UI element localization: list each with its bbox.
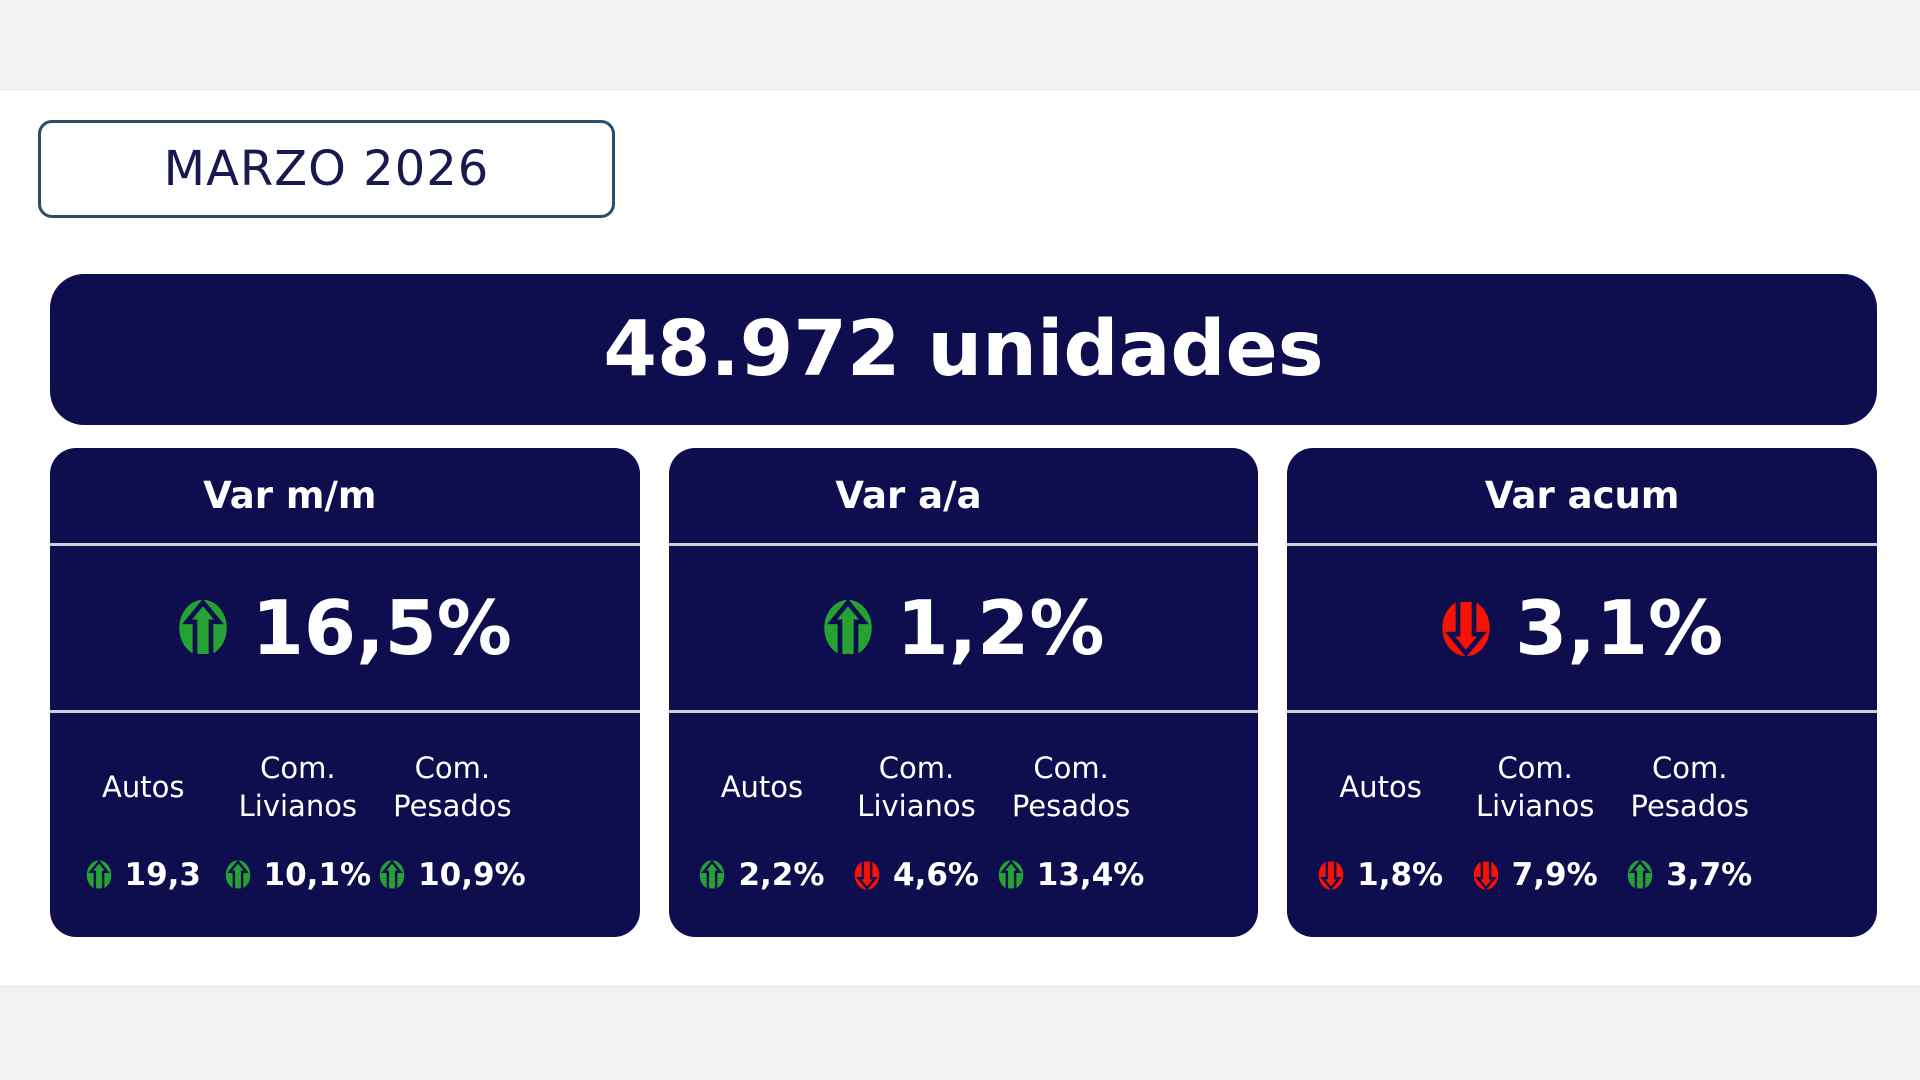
breakdown-label: Autos [720, 770, 804, 805]
card-breakdown: Autos 2,2% Com. Livianos 4,6% [669, 713, 1259, 937]
divider [50, 543, 640, 546]
arrow-up-circle-icon [823, 598, 873, 659]
breakdown-label: Com. Pesados [1011, 751, 1131, 823]
total-units-banner: 48.972 unidades [50, 274, 1877, 425]
breakdown-item-com-pesados: Com. Pesados 13,4% [994, 729, 1149, 937]
divider [668, 710, 1259, 713]
card-main-value-row: 1,2% [669, 546, 1259, 710]
breakdown-value: 4,6% [854, 857, 979, 893]
breakdown-value: 19,3 [86, 857, 201, 893]
breakdown-value: 3,7% [1627, 857, 1752, 893]
breakdown-label: Com. Livianos [238, 751, 358, 823]
card-breakdown: Autos 1,8% Com. Livianos 7,9% [1287, 713, 1877, 937]
breakdown-label: Autos [102, 770, 185, 805]
bottom-margin-strip [0, 986, 1920, 1080]
breakdown-item-com-livianos: Com. Livianos 4,6% [839, 729, 994, 937]
breakdown-value: 1,8% [1318, 857, 1443, 893]
breakdown-item-com-pesados: Com. Pesados 10,9% [375, 729, 530, 937]
breakdown-item-com-pesados: Com. Pesados 3,7% [1612, 729, 1767, 937]
main-value: 16,5% [251, 584, 512, 672]
breakdown-value: 2,2% [699, 857, 824, 893]
card-title: Var m/m [203, 474, 377, 517]
arrow-down-circle-icon [1473, 859, 1499, 891]
card-title: Var acum [1484, 474, 1680, 517]
breakdown-item-com-livianos: Com. Livianos 10,1% [221, 729, 376, 937]
breakdown-value: 10,9% [379, 857, 526, 893]
arrow-up-circle-icon [1627, 859, 1653, 891]
breakdown-item-com-livianos: Com. Livianos 7,9% [1458, 729, 1613, 937]
breakdown-item-autos: Autos 19,3 [66, 729, 221, 937]
card-var-aa: Var a/a 1,2% Autos 2,2% Com. Livia [668, 448, 1259, 937]
breakdown-label: Com. Livianos [1475, 751, 1595, 823]
divider [1287, 710, 1878, 713]
divider [1287, 543, 1878, 546]
arrow-up-circle-icon [379, 859, 405, 891]
breakdown-label: Com. Livianos [857, 751, 976, 823]
main-value: 3,1% [1515, 584, 1724, 672]
card-breakdown: Autos 19,3 Com. Livianos 10,1% [50, 713, 640, 937]
divider [50, 710, 640, 713]
card-title: Var a/a [835, 474, 982, 517]
breakdown-label: Autos [1339, 770, 1422, 805]
card-var-mm: Var m/m 16,5% Autos 19,3 Com. Livi [50, 448, 640, 937]
period-badge-label: MARZO 2026 [163, 141, 490, 197]
variation-cards-row: Var m/m 16,5% Autos 19,3 Com. Livi [50, 448, 1878, 937]
breakdown-label: Com. Pesados [1630, 751, 1749, 823]
breakdown-value: 10,1% [225, 857, 371, 893]
arrow-up-circle-icon [225, 859, 251, 891]
breakdown-value: 7,9% [1473, 857, 1598, 893]
arrow-down-circle-icon [1318, 859, 1344, 891]
total-units-label: 48.972 unidades [603, 305, 1324, 394]
arrow-up-circle-icon [998, 859, 1024, 891]
divider [668, 543, 1259, 546]
main-value: 1,2% [896, 584, 1105, 672]
period-badge: MARZO 2026 [38, 120, 615, 218]
card-main-value-row: 16,5% [50, 546, 640, 710]
breakdown-label: Com. Pesados [393, 751, 512, 823]
arrow-up-circle-icon [86, 859, 112, 891]
breakdown-item-autos: Autos 2,2% [685, 729, 840, 937]
arrow-down-circle-icon [1441, 597, 1491, 658]
arrow-up-circle-icon [699, 859, 725, 891]
arrow-up-circle-icon [178, 598, 228, 659]
card-main-value-row: 3,1% [1287, 546, 1877, 710]
top-margin-strip [0, 0, 1920, 90]
breakdown-item-autos: Autos 1,8% [1303, 729, 1458, 937]
card-var-acum: Var acum 3,1% Autos 1,8% Com. Livi [1287, 448, 1878, 937]
arrow-down-circle-icon [854, 859, 880, 891]
breakdown-value: 13,4% [998, 857, 1144, 893]
